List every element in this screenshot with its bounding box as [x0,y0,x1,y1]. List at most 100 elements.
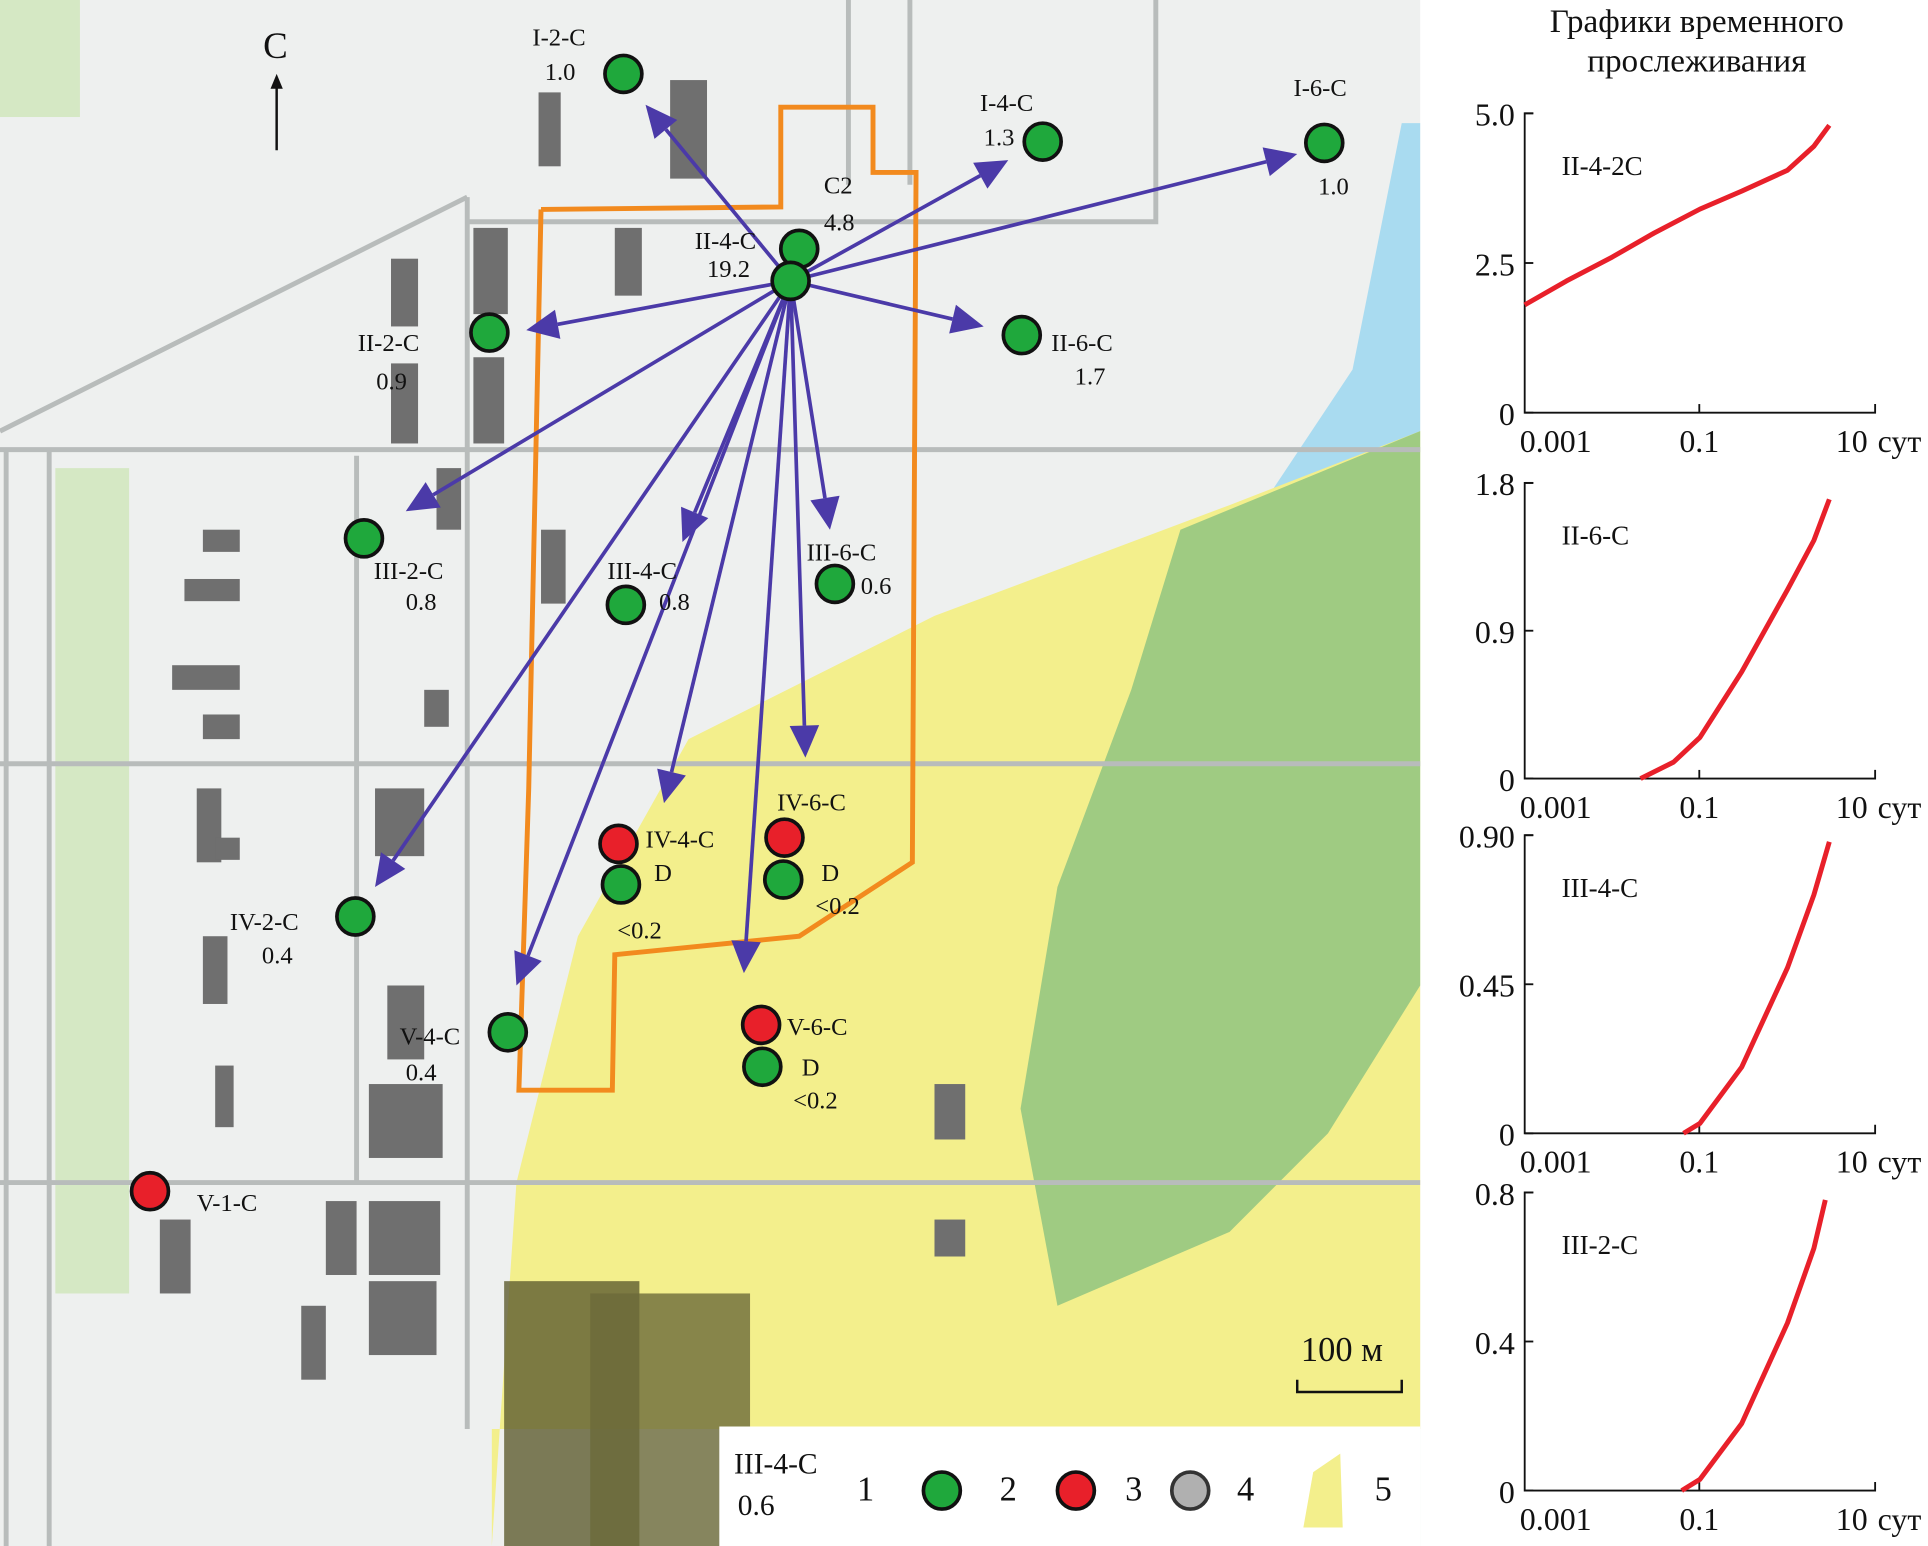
building [934,1084,966,1140]
x-unit-label: сут [1878,789,1922,825]
arrowhead-icon [526,309,561,339]
point-label: V-1-C [197,1190,258,1217]
legend-num-1: 1 [857,1470,874,1508]
building [538,92,561,167]
arrow-line [788,280,807,726]
sample-point: V-4-C 0.4 [400,1011,529,1086]
sample-point: D <0.2 [762,859,860,920]
x-tick-label: 0.001 [1520,423,1592,459]
point-label: V-6-C [787,1014,848,1041]
point-value: <0.2 [617,918,662,945]
legend-num-4: 4 [1237,1470,1254,1508]
chart-series-label: II-4-2C [1562,151,1643,181]
arrowhead-icon [514,950,542,986]
sample-point: D <0.2 [742,1046,838,1115]
green-point-icon [603,53,644,95]
legend-num-5: 5 [1375,1470,1392,1508]
arrowhead-icon [731,940,761,974]
green-area [0,0,80,118]
buildings [159,80,966,1380]
point-value: 0.4 [262,942,293,969]
sample-point: III-6-C 0.6 [807,539,891,605]
x-tick-label: 0.1 [1679,423,1719,459]
point-label: II-2-C [358,330,419,357]
y-tick-label: 0.4 [1475,1325,1515,1361]
green-point-icon [762,859,804,900]
arrowhead-icon [949,304,984,334]
building [934,1219,966,1257]
red-point-icon [129,1170,171,1212]
point-value: 0.4 [406,1059,437,1086]
scale-bar-label: 100 м [1301,1331,1383,1369]
x-tick-label: 10 [1836,789,1868,825]
arrow-line [669,280,793,773]
y-tick-label: 0.8 [1475,1176,1515,1212]
time-chart: 0 2.5 5.0 0.001 0.1 10 сут II-4-2C [1475,97,1921,459]
point-value: 1.0 [1318,174,1349,201]
point-value: <0.2 [793,1088,838,1115]
red-point-icon [740,1004,782,1046]
x-unit-label: сут [1878,1144,1922,1180]
building [202,529,240,552]
arrow-line [557,279,791,327]
sample-point: I-6-C 1.0 [1294,75,1349,201]
sample-point: D <0.2 [600,860,672,945]
charts-title-line-2: прослеживания [1587,42,1806,79]
point-label: C2 [824,172,853,199]
building [473,357,505,444]
legend-green-circle-icon [921,1470,963,1511]
building [368,1281,437,1356]
chart-curve [1682,841,1832,1136]
arrow-line [790,159,1267,283]
building [424,689,449,727]
building [391,363,419,444]
green-zone [1020,431,1421,1306]
y-tick-label: 1.8 [1475,466,1515,502]
building [368,1201,441,1275]
y-tick-label: 0.9 [1475,614,1515,650]
time-chart: 0 0.45 0.90 0.001 0.1 10 сут III-4-C [1459,819,1921,1180]
point-value: 4.8 [824,209,855,236]
green-point-icon [605,584,647,626]
building [368,1084,443,1158]
point-label: D [802,1054,820,1081]
charts-title: Графики временного прослеживания [1550,3,1844,79]
y-tick-label: 0 [1499,396,1515,432]
point-value: 0.9 [376,368,407,395]
scale-bar-line [1295,1379,1403,1394]
sample-point: IV-4-C [598,823,715,865]
map: I-2-C1.0C24.8II-4-C19.2I-4-C1.3I-6-C1.0I… [0,0,1421,1546]
point-value: 1.0 [545,59,576,86]
point-label: IV-4-C [646,827,715,854]
building [172,665,240,690]
sample-point: V-6-C [740,1004,848,1046]
time-chart: 0 0.4 0.8 0.001 0.1 10 сут III-2-C [1475,1176,1921,1537]
charts: Графики временного прослеживания 02.55.00… [1459,3,1921,1537]
arrowhead-icon [657,768,686,804]
building [159,1219,191,1294]
legend-num-3: 3 [1125,1470,1142,1508]
arrow-line [664,128,793,283]
arrowhead-icon [645,104,678,139]
building [184,578,240,602]
legend-zone-swatch-icon [1303,1453,1343,1528]
green-point-icon [814,563,856,605]
arrow-line [788,280,827,499]
arrow-line [526,280,793,957]
charts-title-line-1: Графики временного [1550,3,1844,40]
chart-series-label: III-4-C [1562,873,1639,903]
legend-example-label: III-4-C [734,1448,818,1480]
chart-curve [1639,498,1832,781]
x-unit-label: сут [1878,423,1922,459]
building [215,1065,234,1128]
red-point-icon [764,817,805,858]
scale-bar: 100 м [1295,1331,1403,1394]
sample-point: II-4-C19.2 [695,228,811,302]
sample-point: II-2-C 0.9 [358,312,510,395]
arrowhead-icon [789,725,820,758]
sample-point: I-2-C 1.0 [532,25,644,95]
point-value: 1.3 [984,124,1015,151]
green-point-icon [1001,314,1043,356]
arrows [375,104,1298,986]
